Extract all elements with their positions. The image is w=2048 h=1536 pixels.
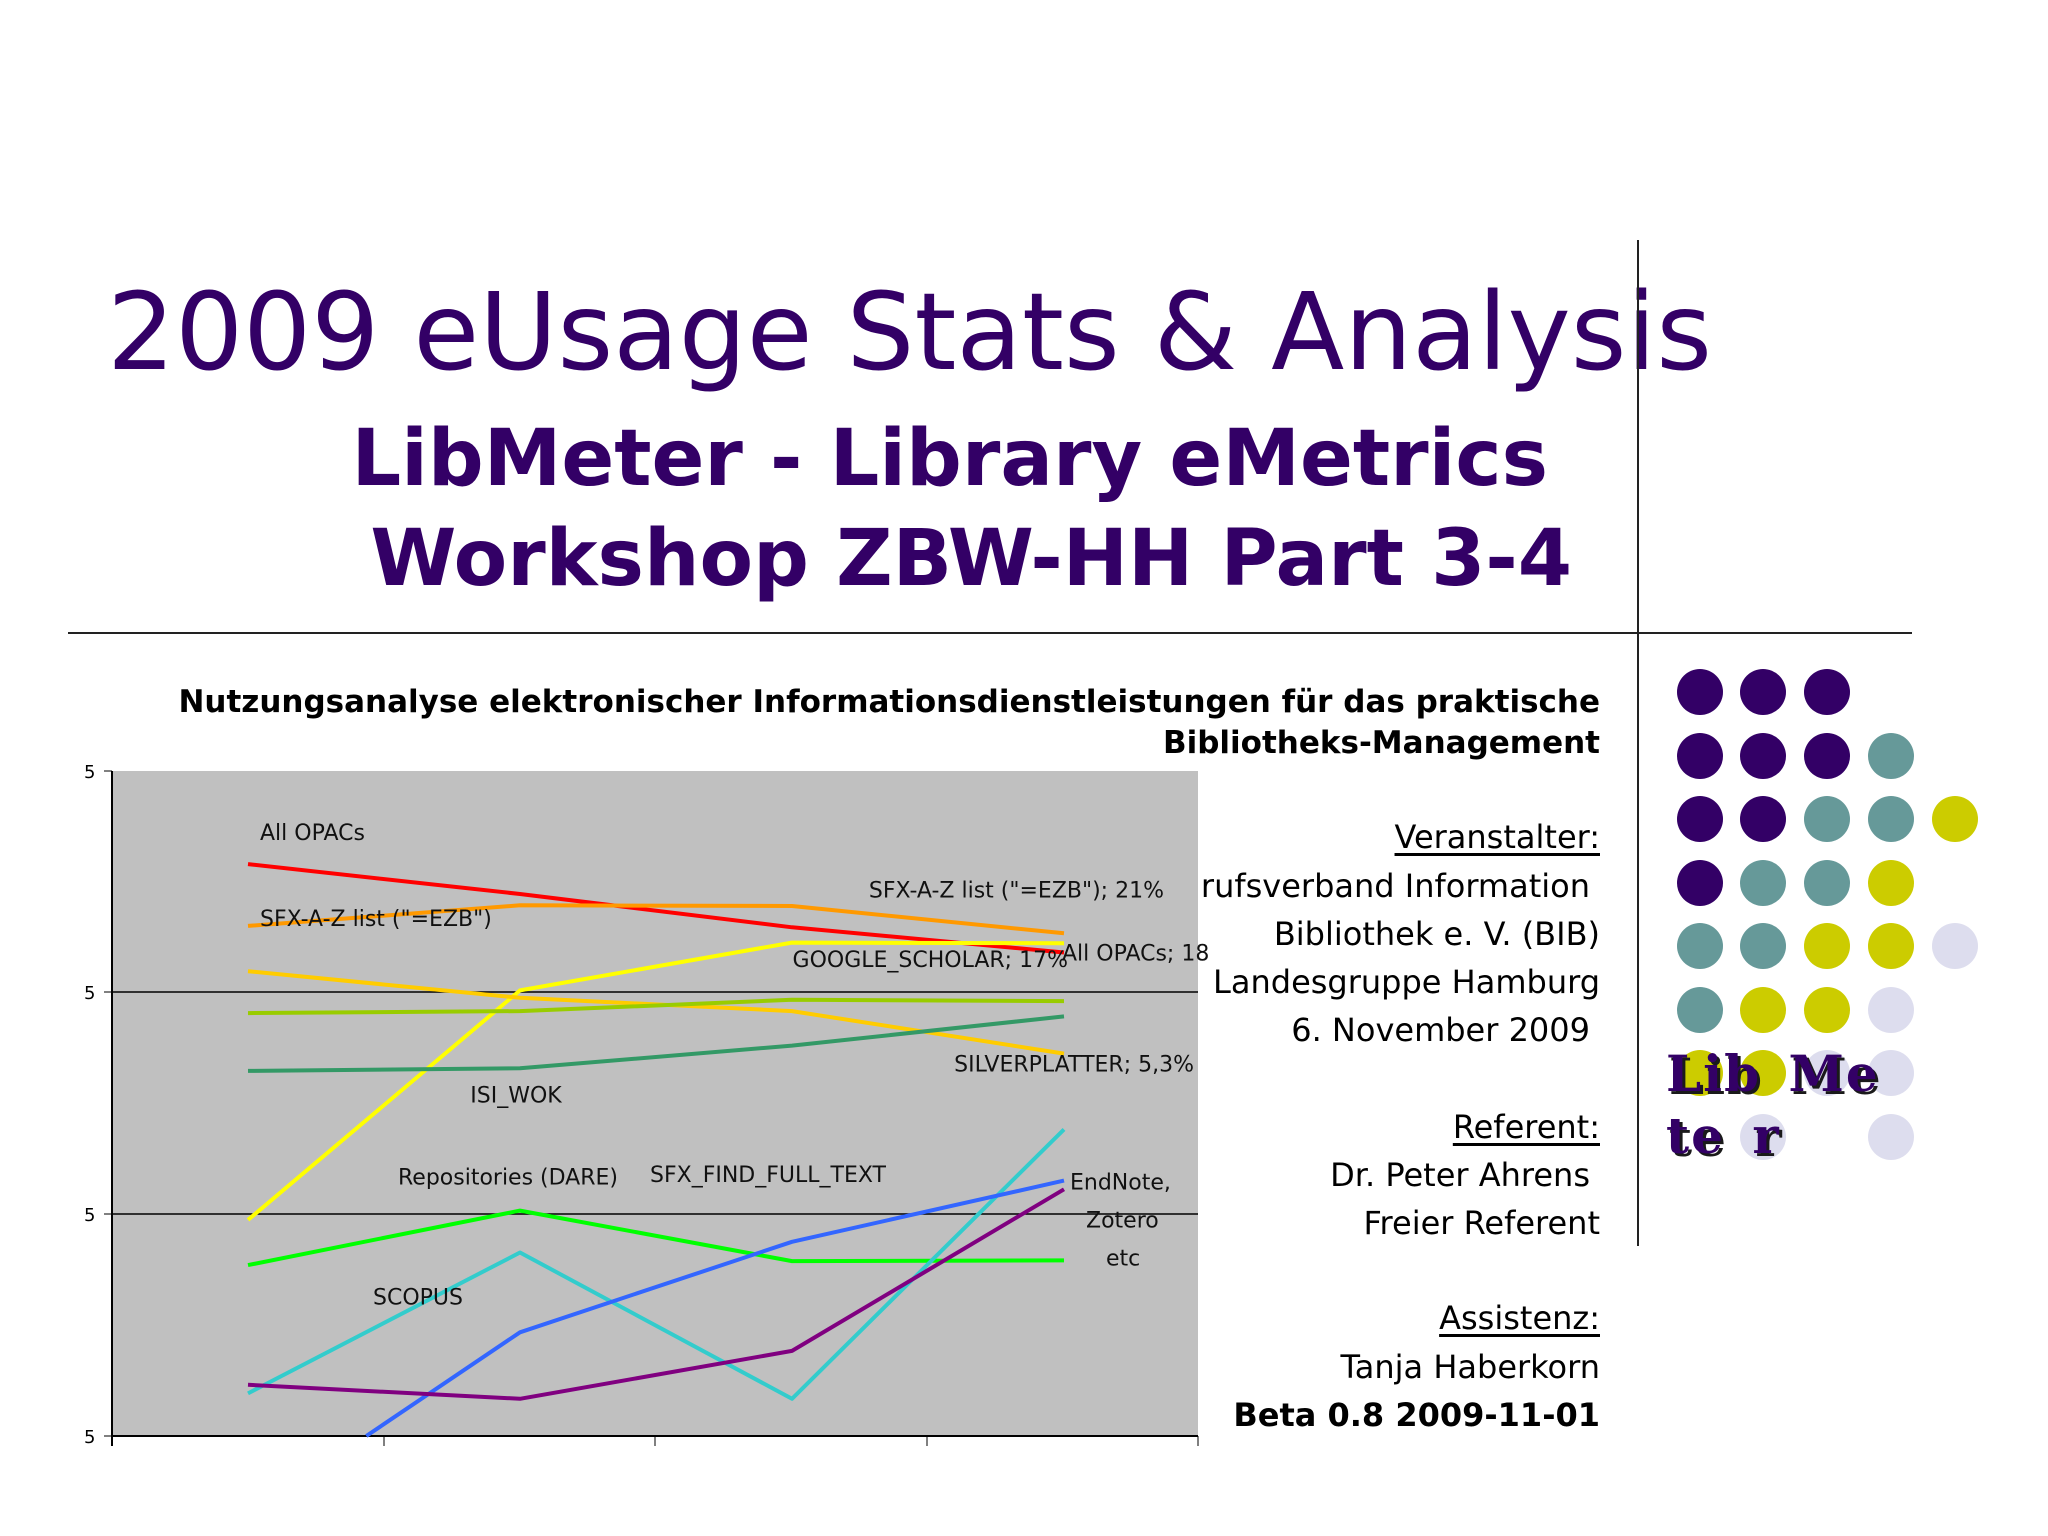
series-label: SFX_FIND_FULL_TEXT <box>650 1163 887 1188</box>
series-line-9 <box>365 1178 1065 1438</box>
grid-dot <box>1677 669 1723 715</box>
series-line-1 <box>247 862 1065 955</box>
series-line-3 <box>246 940 1065 1222</box>
grid-dot <box>1868 796 1914 842</box>
organizer-line: Bibliothek e. V. (BIB) <box>1273 915 1600 953</box>
libmeter-logo-text: Lib Me te r <box>1666 1044 1880 1165</box>
grid-dot <box>1804 796 1850 842</box>
series-label: etc <box>1106 1246 1140 1271</box>
series-line-2 <box>247 903 1065 936</box>
grid-dot <box>1677 860 1723 906</box>
grid-dot <box>1804 733 1850 779</box>
series-label: Repositories (DARE) <box>398 1166 618 1191</box>
y-tick-label: 5 <box>84 762 95 783</box>
grid-dot <box>1677 923 1723 969</box>
series-line-8 <box>247 1127 1066 1401</box>
series-label: EndNote, <box>1070 1170 1171 1195</box>
grid-dot <box>1868 987 1914 1033</box>
y-tick-label: 5 <box>84 1205 95 1226</box>
grid-dot <box>1740 796 1786 842</box>
organizer-date: 6. November 2009 <box>1291 1011 1590 1049</box>
grid-dot <box>1804 1050 1850 1096</box>
organizer-line: rufsverband Information <box>1200 867 1590 905</box>
grid-dot <box>1804 669 1850 715</box>
speaker-name: Dr. Peter Ahrens <box>1330 1156 1590 1194</box>
version-label: Beta 0.8 2009-11-01 <box>1233 1396 1600 1434</box>
series-labels: All OPACs SFX-A-Z list ("=EZB"); 21% All O… <box>260 821 1210 1310</box>
grid-dot <box>1932 923 1978 969</box>
organizer-heading: Veranstalter: <box>1394 818 1600 856</box>
y-tick-label: 5 <box>84 1427 95 1446</box>
series-label: SILVERPLATTER; 5,3% <box>954 1053 1194 1078</box>
series-label: ISI_WOK <box>470 1083 562 1108</box>
vertical-divider <box>1637 240 1639 1246</box>
grid-dot <box>1804 923 1850 969</box>
grid-dot <box>1740 1114 1786 1160</box>
grid-dot <box>1677 733 1723 779</box>
speaker-heading: Referent: <box>1452 1108 1600 1146</box>
series-label: Zotero <box>1086 1208 1159 1233</box>
series-line-6 <box>247 1014 1065 1073</box>
grid-dot <box>1868 923 1914 969</box>
series-line-10 <box>247 1187 1066 1401</box>
grid-dot <box>1804 987 1850 1033</box>
grid-dot <box>1740 987 1786 1033</box>
grid-dot <box>1740 1050 1786 1096</box>
grid-dot <box>1932 796 1978 842</box>
assistant-heading: Assistenz: <box>1439 1299 1600 1337</box>
grid-dot <box>1740 669 1786 715</box>
grid-dot <box>1677 987 1723 1033</box>
slide-subtitle-2: Workshop ZBW-HH Part 3-4 <box>370 514 1572 604</box>
series-label: All OPACs; 18% <box>1062 942 1210 967</box>
y-tick-label: 5 <box>84 983 95 1004</box>
grid-dot <box>1804 860 1850 906</box>
series-line-5 <box>247 997 1065 1016</box>
grid-dot <box>1868 733 1914 779</box>
series-label: SFX-A-Z list ("=EZB"); 21% <box>869 878 1164 903</box>
slide-description: Nutzungsanalyse elektronischer Informati… <box>178 684 1600 761</box>
series-label: SCOPUS <box>373 1286 463 1311</box>
grid-dot <box>1740 860 1786 906</box>
plot-area <box>112 771 1198 1436</box>
speaker-role: Freier Referent <box>1363 1204 1600 1242</box>
usage-line-chart: 5 5 5 5 All OPACs SFX-A-Z list ("=EZB"); … <box>84 762 1210 1446</box>
organizer-line: Landesgruppe Hamburg <box>1213 963 1600 1001</box>
series-label: SFX-A-Z list ("=EZB") <box>260 907 492 932</box>
grid-dot <box>1868 1114 1914 1160</box>
slide-subtitle-1: LibMeter - Library eMetrics <box>351 414 1548 504</box>
assistant-name: Tanja Haberkorn <box>1340 1348 1600 1386</box>
series-line-7 <box>247 1208 1065 1268</box>
grid-dot <box>1868 1050 1914 1096</box>
series-lines <box>246 862 1066 1438</box>
horizontal-divider <box>68 632 1912 634</box>
grid-dot <box>1740 923 1786 969</box>
grid-dot <box>1868 860 1914 906</box>
grid-dot <box>1740 733 1786 779</box>
series-label: GOOGLE_SCHOLAR; 17% <box>793 948 1068 973</box>
series-label: All OPACs <box>260 821 365 846</box>
slide-title: 2009 eUsage Stats & Analysis <box>107 271 1712 395</box>
grid-dot <box>1677 796 1723 842</box>
grid-dot <box>1677 1050 1723 1096</box>
